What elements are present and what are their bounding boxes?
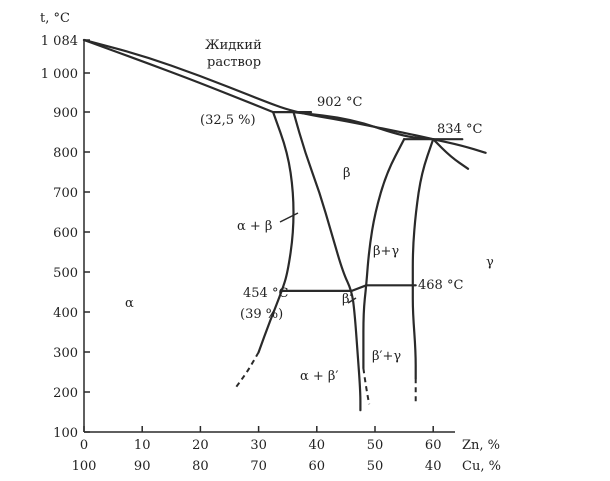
y-tick-label: 600 [53, 226, 78, 241]
beta-region-label: β [343, 166, 351, 181]
x-tick-label-zn: 10 [134, 438, 151, 453]
y-tick-label: 100 [53, 426, 78, 441]
conc-32-5-label: (32,5 %) [200, 113, 256, 128]
y-axis-title: t, °C [40, 11, 70, 26]
alpha-beta-leader-line [279, 212, 299, 223]
beta-prime-region-label: β′ [342, 292, 353, 307]
liquid-label-1: Жидкий [205, 38, 262, 53]
x-tick-label-zn: 30 [250, 438, 267, 453]
curve-beta-liquidus-lower [292, 111, 435, 141]
curve-alpha-boundary [257, 111, 295, 354]
x-tick-label-zn: 0 [80, 438, 88, 453]
beta-gamma-region-label: β+γ [373, 244, 399, 259]
y-tick-label: 500 [53, 266, 78, 281]
beta-prime-gamma-region-label: β′+γ [372, 349, 401, 364]
y-tick-label: 200 [53, 386, 78, 401]
beta-prime-leader-line [347, 297, 357, 304]
y-tick-label: 300 [53, 346, 78, 361]
x-tick-label-cu: 80 [192, 459, 209, 474]
x-axis-title-zn: Zn, % [462, 438, 500, 453]
x-tick-label-cu: 60 [309, 459, 326, 474]
phase-curves [82, 38, 487, 412]
curve-beta-right-dashed [362, 368, 371, 405]
y-tick-label: 900 [53, 106, 78, 121]
x-tick-label-zn: 50 [367, 438, 384, 453]
x-tick-label-zn: 60 [425, 438, 442, 453]
x-tick-label-cu: 90 [134, 459, 151, 474]
temp-902-label: 902 °C [317, 95, 362, 110]
x-tick-label-cu: 70 [250, 459, 267, 474]
curve-beta-prime-link [350, 284, 368, 292]
temp-454-label: 454 °C [243, 286, 288, 301]
x-tick-label-cu: 50 [367, 459, 384, 474]
x-tick-label-zn: 20 [192, 438, 209, 453]
x-tick-label-cu: 100 [72, 459, 97, 474]
curve-beta-left [292, 111, 362, 412]
x-tick-label-zn: 40 [309, 438, 326, 453]
temp-468-label: 468 °C [418, 278, 463, 293]
curve-liquidus [82, 38, 487, 154]
y-tick-label: 1 084 [41, 34, 78, 49]
axis-labels: t, °C Zn, % Cu, % [40, 11, 501, 474]
conc-39-label: (39 %) [240, 307, 283, 322]
y-tick-label: 700 [53, 186, 78, 201]
gamma-region-label: γ [486, 255, 494, 270]
alpha-region-label: α [125, 296, 134, 311]
y-tick-label: 400 [53, 306, 78, 321]
curve-gamma-left [411, 138, 435, 380]
curve-solidus-alpha [82, 38, 275, 114]
liquid-label-2: раствор [207, 55, 261, 70]
y-tick-label: 800 [53, 146, 78, 161]
curve-alpha-boundary-dashed [234, 351, 260, 389]
alpha-beta-prime-region-label: α + β′ [300, 369, 338, 384]
alpha-beta-region-label: α + β [237, 219, 272, 234]
phase-annotations: Жидкий раствор 902 °C 834 °C (32,5 %) β … [125, 38, 494, 384]
curve-gamma-right [432, 138, 470, 170]
x-tick-label-cu: 40 [425, 459, 442, 474]
y-tick-label: 1 000 [41, 67, 78, 82]
curve-beta-right [362, 138, 406, 370]
temp-834-label: 834 °C [437, 122, 482, 137]
x-axis-title-cu: Cu, % [462, 459, 501, 474]
